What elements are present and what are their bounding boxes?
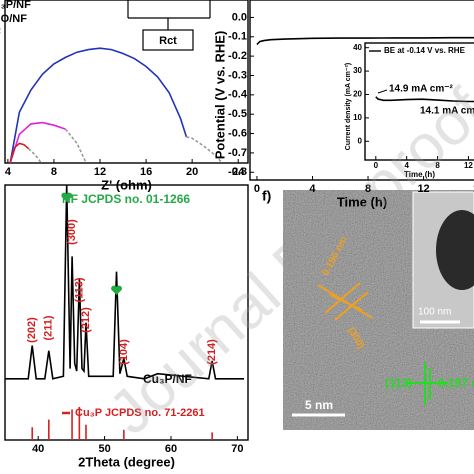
x-tick-label: 20 <box>186 166 198 178</box>
d-spacing-label: 0.197 nm <box>438 376 474 390</box>
plot-frame <box>4 0 249 164</box>
peak-label: (214) <box>206 339 218 365</box>
y-axis-label: Potential (V vs. RHE) <box>212 31 227 160</box>
x-tick-label: 12 <box>94 166 106 178</box>
legend-text: CuO/NF <box>0 13 27 25</box>
peak-label: (211) <box>43 315 55 340</box>
x-tick-label: 40 <box>32 443 44 455</box>
y-tick-label: 10 <box>353 113 362 122</box>
legend-text: BE at -0.14 V vs. RHE <box>384 46 466 55</box>
y-tick-label: -0.2 <box>228 50 247 62</box>
y-tick-label: -0.7 <box>228 147 247 159</box>
y-tick-label: -0.6 <box>228 127 247 139</box>
inset-scale-label: 100 nm <box>418 307 451 318</box>
data-line <box>256 36 474 46</box>
legend-text: NF <box>0 27 1 39</box>
x-tick-label: 16 <box>473 183 474 195</box>
data-line <box>64 128 87 164</box>
x-tick-label: 8 <box>365 183 371 195</box>
series-label: Cu₃P/NF <box>143 372 192 386</box>
x-tick-label: 12 <box>417 183 429 195</box>
x-tick-label: 50 <box>98 443 110 455</box>
panel-label: f) <box>262 188 271 204</box>
x-tick-label: 16 <box>140 166 152 178</box>
peak-label: (104) <box>118 339 130 365</box>
peak-label: (113) <box>73 277 85 302</box>
legend-text: Cu₃P/NF <box>0 0 31 11</box>
tem-panel: f) 5 nm 100 nm 0.196 nm (300) (113) 0.19… <box>262 188 474 430</box>
peak-label: (202) <box>26 317 38 343</box>
y-tick-label: -0.4 <box>228 89 248 101</box>
x-tick-label: 8 <box>51 166 57 178</box>
y-tick-label: 40 <box>353 43 362 52</box>
x-tick-label: 0 <box>254 183 260 195</box>
plot-frame <box>249 0 474 181</box>
x-tick-label: 60 <box>165 443 177 455</box>
x-tick-label: 8 <box>435 161 440 170</box>
x-tick-label: 4 <box>5 166 12 178</box>
lattice-marks-1 <box>317 282 373 321</box>
scale-bar-label: 5 nm <box>305 398 333 412</box>
data-line <box>9 121 66 164</box>
peak-label: (212) <box>80 307 92 333</box>
plane-label: (113) <box>385 376 412 390</box>
annotation: 14.1 mA cm⁻² <box>420 106 474 117</box>
x-axis-label: 2Theta (degree) <box>78 454 175 469</box>
circuit-label: Rct <box>159 35 177 47</box>
y-tick-label: -0.1 <box>228 31 247 43</box>
annotation: 14.9 mA cm⁻² <box>389 84 453 95</box>
legend-text: Cu₃P JCPDS no. 71-2261 <box>75 407 205 419</box>
data-line <box>375 96 474 103</box>
y-tick-label: -0.5 <box>228 108 247 120</box>
y-tick-label: -0.8 <box>228 166 247 178</box>
data-line <box>9 142 30 164</box>
x-axis-label: Time (h) <box>337 194 387 209</box>
x-tick-label: 12 <box>464 161 473 170</box>
data-line <box>5 184 244 380</box>
data-line <box>9 47 188 164</box>
legend-text: NF JCPDS no. 01-1266 <box>62 192 190 206</box>
annotation-arrow <box>377 89 388 94</box>
tem-inset-particle <box>436 210 474 290</box>
plot-frame <box>4 184 249 441</box>
circuit <box>127 0 211 51</box>
x-tick-label: 24 <box>232 166 245 178</box>
y-tick-label: 30 <box>353 66 362 75</box>
y-tick-label: 0 <box>358 136 363 145</box>
x-tick-label: 4 <box>309 183 316 195</box>
y-tick-label: 20 <box>353 90 362 99</box>
y-tick-label: -0.3 <box>228 69 247 81</box>
y-tick-label: 0.0 <box>232 11 247 23</box>
x-tick-label: 0 <box>374 161 379 170</box>
x-tick-label: 70 <box>231 443 243 455</box>
y-axis-label: Current density (mA cm⁻²) <box>345 63 352 150</box>
nf-peak-marker <box>61 192 73 202</box>
peak-label: (300) <box>66 219 78 245</box>
lattice-marks-2 <box>405 362 448 405</box>
nf-peak-marker <box>111 285 122 295</box>
data-line <box>28 148 42 164</box>
x-axis-label: Time (h) <box>404 170 435 179</box>
x-tick-label: 4 <box>404 161 409 170</box>
